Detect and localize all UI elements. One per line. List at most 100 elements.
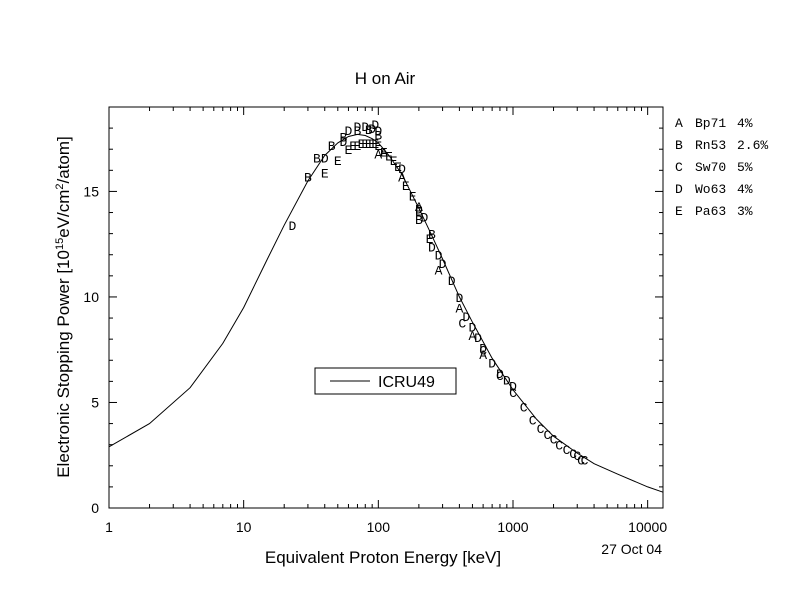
data-point-c: C [529,413,537,428]
x-tick-label: 10 [236,519,252,535]
data-point-c: C [550,432,558,447]
data-point-d: D [462,310,470,325]
data-point-d: D [469,320,477,335]
data-point-b: B [365,123,373,138]
x-axis-label: Equivalent Proton Energy [keV] [265,548,501,567]
data-point-e: E [409,190,417,205]
data-point-d: D [503,373,511,388]
curve-legend-box: ICRU49 [314,367,457,395]
data-point-d: D [509,380,517,395]
y-tick-label: 5 [91,394,99,410]
data-point-a: A [479,348,487,363]
data-point-b: B [313,152,321,167]
data-point-e: E [426,232,434,247]
data-point-c: C [458,316,466,331]
data-point-d: D [368,122,376,137]
data-point-c: C [520,401,528,416]
data-point-b: B [354,124,362,139]
data-point-b: B [304,171,312,186]
y-tick-label: 15 [83,183,99,199]
date-stamp: 27 Oct 04 [601,541,662,557]
data-point-a: A [374,147,382,162]
data-point-d: D [288,219,296,234]
data-point-d: D [345,124,353,139]
legend-letter: E [675,204,683,219]
data-point-d: D [428,240,436,255]
plot-frame [108,106,664,509]
data-point-c: C [573,449,581,464]
icru49-curve-layer [108,133,664,493]
y-axis-label-superscript: 15 [54,238,66,250]
data-point-e: E [365,137,373,152]
legend-reference: Bp71 [695,116,726,131]
data-point-e: E [374,139,382,154]
data-point-d: D [455,291,463,306]
y-axis-label-superscript: 2 [54,183,66,189]
chart-title: H on Air [355,69,416,88]
data-point-a: A [380,145,388,160]
data-point-b: B [428,228,436,243]
legend-reference: Pa63 [695,204,726,219]
y-tick-label: 10 [83,289,99,305]
data-point-e: E [361,137,369,152]
legend-reference: Sw70 [695,160,726,175]
data-point-e: E [354,139,362,154]
data-point-a: A [469,329,477,344]
data-point-d: D [371,118,379,133]
legend-reference: Wo63 [695,182,726,197]
legend-letter: D [675,182,683,197]
data-point-d: D [339,135,347,150]
data-point-c: C [569,447,577,462]
data-point-c: C [555,439,563,454]
icru49-curve [108,133,664,493]
legend-error: 4% [737,116,753,131]
data-point-c: C [509,386,517,401]
data-point-d: D [415,202,423,217]
data-point-d: D [398,162,406,177]
y-axis: 0 5 10 15 [83,106,663,516]
x-tick-label: 1 [105,519,113,535]
data-point-e: E [394,160,402,175]
data-point-d: D [321,152,329,167]
series-legend: A Bp71 4% B Rn53 2.6% C Sw70 5% D Wo63 4% E Pa63 3% [675,116,768,219]
data-point-e: E [321,166,329,181]
data-point-e: E [415,204,423,219]
legend-letter: A [675,116,683,131]
data-point-b: B [328,139,336,154]
legend-error: 4% [737,182,753,197]
legend-reference: Rn53 [695,138,726,153]
legend-error: 5% [737,160,753,175]
data-point-e: E [349,139,357,154]
data-point-d: D [374,124,382,139]
data-point-c: C [563,443,571,458]
data-point-d: D [361,120,369,135]
data-point-a: A [398,171,406,186]
data-point-d: D [488,356,496,371]
data-point-e: E [385,150,393,165]
data-point-c: C [496,369,504,384]
y-axis-label-part: /atom] [54,136,73,183]
x-axis: 1 10 100 1000 10000 [105,107,667,535]
data-point-e: E [402,179,410,194]
x-tick-label: 1000 [497,519,528,535]
legend-error: 3% [737,204,753,219]
data-point-c: C [479,344,487,359]
y-axis-label-part: eV/cm [54,190,73,238]
data-point-d: D [479,342,487,357]
data-point-d: D [354,120,362,135]
data-point-e: E [345,143,353,158]
data-point-b: B [374,128,382,143]
data-point-d: D [496,367,504,382]
x-tick-label: 10000 [628,519,667,535]
x-tick-label: 100 [367,519,391,535]
data-point-a: A [415,200,423,215]
legend-error: 2.6% [737,138,768,153]
data-point-d: D [448,274,456,289]
data-point-b: B [339,131,347,146]
y-axis-label: Electronic Stopping Power [1015eV/cm2/at… [54,136,73,478]
data-point-d: D [439,257,447,272]
data-point-e: E [358,137,366,152]
data-point-e: E [371,137,379,152]
data-point-e: E [390,154,398,169]
